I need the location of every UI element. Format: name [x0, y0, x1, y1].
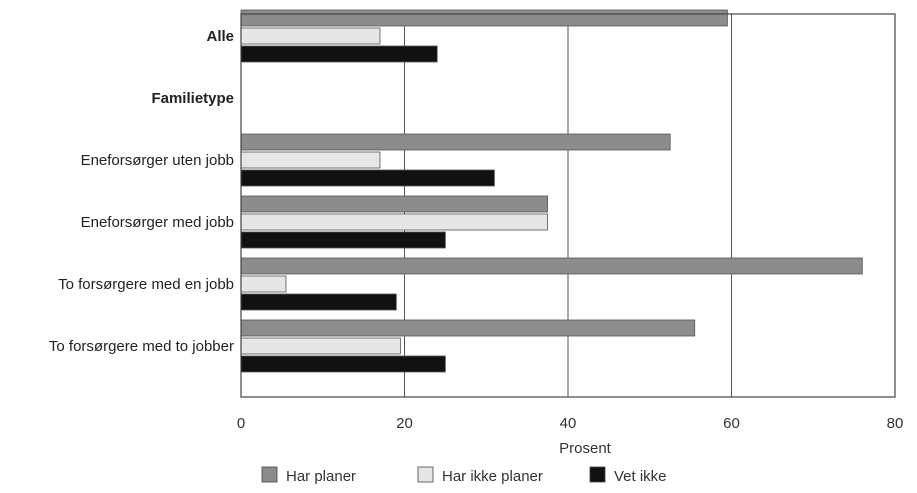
category-label: Eneforsørger med jobb	[81, 214, 234, 231]
x-tick-label: 0	[237, 415, 245, 432]
category-labels: Alle Familietype Eneforsørger uten jobb Ene…	[49, 28, 234, 355]
bar	[240, 275, 287, 293]
legend: Har planer Har ikke planer Vet ikke	[261, 466, 667, 485]
bar	[240, 213, 548, 231]
x-tick-label: 20	[396, 415, 413, 432]
bar	[240, 169, 495, 187]
x-tick-label: 60	[723, 415, 740, 432]
category-label: Eneforsørger uten jobb	[81, 152, 234, 169]
x-tick-label: 80	[887, 415, 904, 432]
legend-label: Har planer	[286, 468, 356, 485]
legend-label: Vet ikke	[614, 468, 667, 485]
bar	[240, 9, 728, 27]
bar	[240, 27, 381, 45]
x-tick-label: 40	[560, 415, 577, 432]
legend-label: Har ikke planer	[442, 468, 543, 485]
bar	[240, 337, 401, 355]
legend-swatch	[417, 466, 434, 483]
legend-swatch	[261, 466, 278, 483]
bar	[240, 257, 863, 275]
bar	[240, 293, 397, 311]
bar	[240, 319, 696, 337]
category-label: To forsørgere med en jobb	[58, 276, 234, 293]
category-label: Alle	[206, 28, 234, 45]
legend-swatch	[589, 466, 606, 483]
group-header-label: Familietype	[151, 90, 234, 107]
bar	[240, 151, 381, 169]
bar	[240, 45, 438, 63]
bar	[240, 355, 446, 373]
category-label: To forsørgere med to jobber	[49, 338, 234, 355]
plot-frame	[240, 13, 896, 398]
x-tick-labels: 0 20 40 60 80	[237, 415, 904, 432]
x-axis-title: Prosent	[559, 440, 612, 457]
bar	[240, 195, 548, 213]
bar	[240, 231, 446, 249]
bar	[240, 133, 671, 151]
bars	[240, 9, 863, 373]
